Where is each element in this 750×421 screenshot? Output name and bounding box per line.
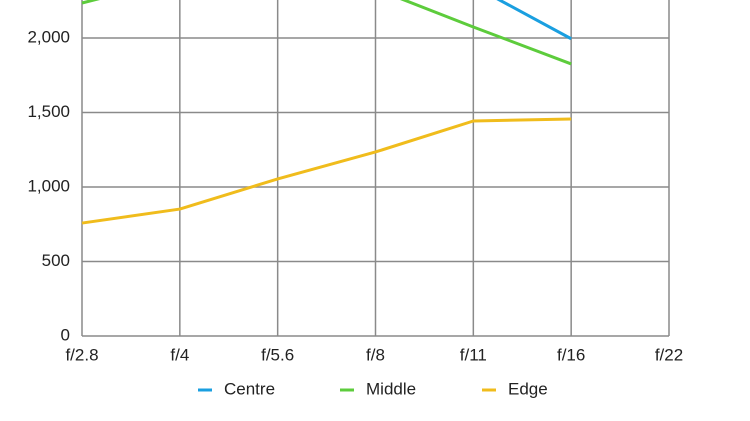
legend-label: Edge — [508, 379, 548, 398]
y-tick-label: 0 — [61, 325, 70, 344]
y-tick-label: 500 — [42, 251, 70, 270]
legend-label: Centre — [224, 379, 275, 398]
legend-label: Middle — [366, 379, 416, 398]
x-tick-label: f/8 — [366, 345, 385, 364]
x-tick-label: f/22 — [655, 345, 683, 364]
y-tick-label: 1,500 — [27, 102, 70, 121]
x-tick-label: f/16 — [557, 345, 585, 364]
x-tick-label: f/4 — [170, 345, 189, 364]
x-tick-label: f/5.6 — [261, 345, 294, 364]
y-tick-label: 2,000 — [27, 27, 70, 46]
x-tick-label: f/2.8 — [65, 345, 98, 364]
series-line — [496, 0, 572, 41]
y-tick-label: 1,000 — [27, 176, 70, 195]
x-tick-label: f/11 — [460, 345, 487, 364]
series-line — [81, 0, 572, 66]
series-line — [81, 117, 572, 225]
